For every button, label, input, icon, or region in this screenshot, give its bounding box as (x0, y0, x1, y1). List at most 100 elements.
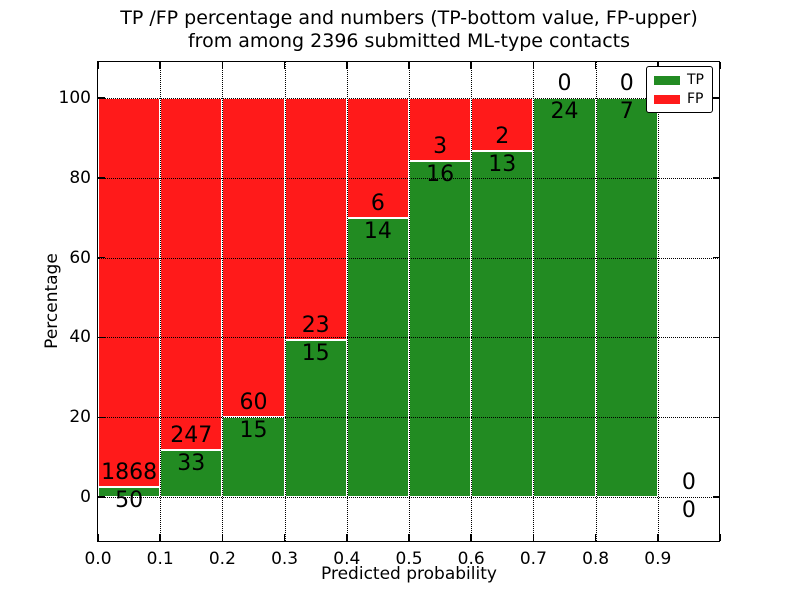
bar-label-fp-2: 60 (239, 390, 268, 416)
legend: TP FP (646, 66, 713, 113)
gridline-v-0.3 (284, 62, 286, 541)
x-tick-top-3 (283, 62, 286, 69)
bar-label-tp-8: 7 (619, 98, 634, 124)
y-tick-left-100 (98, 97, 105, 99)
y-tick-left-80 (98, 177, 105, 179)
gridline-h-80 (98, 177, 720, 179)
gridline-h-40 (98, 337, 720, 339)
legend-label-fp: FP (687, 91, 704, 107)
x-tick-label-0.5: 0.5 (395, 549, 423, 569)
y-tick-right-40 (713, 336, 720, 339)
x-tick-bottom-2 (221, 534, 224, 541)
x-tick-bottom-8 (594, 534, 597, 541)
x-tick-bottom-4 (346, 534, 348, 541)
x-tick-bottom-5 (408, 534, 410, 541)
bar-segment-tp-4 (346, 217, 409, 498)
bar-segment-fp-3 (284, 97, 347, 340)
gridline-v-0.2 (222, 62, 224, 541)
chart-title-line1: TP /FP percentage and numbers (TP-bottom… (120, 7, 698, 29)
y-tick-left-60 (98, 256, 105, 259)
bar-segment-tp-0 (98, 486, 161, 498)
bar-label-fp-1: 247 (170, 423, 213, 449)
bar-label-fp-7: 0 (557, 70, 572, 96)
gridline-h-0 (98, 497, 720, 499)
gridline-v-0.9 (657, 62, 659, 541)
bar-segment-fp-1 (160, 97, 223, 451)
bar-segment-tp-7 (533, 97, 596, 498)
x-tick-top-6 (470, 62, 472, 69)
bar-label-fp-3: 23 (301, 312, 330, 338)
x-tick-label-0.1: 0.1 (146, 549, 174, 569)
x-tick-bottom-1 (159, 534, 161, 541)
x-tick-bottom-3 (283, 534, 286, 541)
y-tick-label-60: 60 (69, 247, 91, 268)
bar-label-fp-5: 3 (433, 133, 448, 159)
x-tick-label-0.3: 0.3 (271, 549, 299, 569)
bar-label-fp-0: 1868 (101, 459, 158, 485)
bar-label-tp-5: 16 (426, 161, 455, 187)
bar-label-tp-6: 13 (488, 152, 517, 178)
bar-label-tp-7: 24 (550, 98, 579, 124)
x-tick-bottom-9 (657, 534, 659, 541)
x-tick-top-9 (657, 62, 659, 69)
x-tick-bottom-6 (470, 534, 472, 541)
bar-label-tp-3: 15 (301, 340, 330, 366)
legend-label-tp: TP (687, 72, 704, 88)
gridline-v-0.7 (533, 62, 535, 541)
x-tick-top-0 (97, 62, 99, 69)
x-tick-top-7 (532, 62, 535, 69)
legend-item-tp: TP (654, 73, 712, 87)
y-tick-right-100 (713, 97, 720, 99)
legend-item-fp: FP (654, 92, 712, 106)
gridline-h-60 (98, 257, 720, 259)
bar-segment-tp-1 (160, 450, 223, 498)
bar-label-tp-9: 0 (681, 498, 696, 524)
x-tick-top-1 (159, 62, 161, 69)
bar-label-tp-4: 14 (363, 218, 392, 244)
gridline-v-0.8 (595, 62, 597, 541)
bar-segment-tp-2 (222, 417, 285, 498)
x-tick-bottom-0 (97, 534, 99, 541)
y-tick-left-0 (98, 496, 105, 498)
x-tick-label-0.8: 0.8 (582, 549, 610, 569)
bar-segment-tp-8 (595, 97, 658, 498)
x-tick-top-5 (408, 62, 410, 69)
y-tick-right-0 (713, 496, 720, 498)
bar-label-tp-0: 50 (115, 487, 144, 513)
bar-label-tp-1: 33 (177, 451, 206, 477)
bar-segment-tp-6 (471, 151, 534, 498)
y-tick-label-80: 80 (69, 167, 91, 188)
x-tick-bottom-10 (719, 534, 721, 541)
x-tick-top-8 (594, 62, 597, 69)
y-tick-label-100: 100 (58, 87, 91, 108)
bar-segment-tp-5 (409, 160, 472, 498)
x-tick-top-4 (346, 62, 348, 69)
x-axis-label: Predicted probability (321, 564, 497, 584)
x-tick-label-0.2: 0.2 (208, 549, 236, 569)
y-axis-label: Percentage (42, 253, 62, 349)
legend-swatch-fp (654, 94, 680, 104)
y-tick-right-20 (713, 416, 720, 418)
x-tick-label-0.7: 0.7 (519, 549, 547, 569)
x-tick-label-0.4: 0.4 (333, 549, 361, 569)
bar-label-tp-2: 15 (239, 418, 268, 444)
bar-label-fp-6: 2 (495, 124, 510, 150)
bar-segment-fp-0 (98, 97, 161, 487)
x-tick-bottom-7 (532, 534, 535, 541)
x-tick-label-0.0: 0.0 (84, 549, 112, 569)
bar-label-fp-8: 0 (619, 70, 634, 96)
y-tick-right-80 (713, 177, 720, 179)
bar-label-fp-9: 0 (681, 470, 696, 496)
gridline-h-20 (98, 417, 720, 419)
x-tick-label-0.9: 0.9 (644, 549, 672, 569)
y-tick-label-20: 20 (69, 407, 91, 428)
gridline-v-0.4 (346, 62, 348, 541)
x-tick-top-2 (221, 62, 224, 69)
gridline-v-0.5 (409, 62, 410, 541)
y-tick-label-40: 40 (69, 327, 91, 348)
y-tick-left-40 (98, 336, 105, 339)
y-tick-left-20 (98, 416, 105, 418)
gridline-v-0.6 (471, 62, 473, 541)
chart-title-line2: from among 2396 submitted ML-type contac… (187, 30, 631, 52)
